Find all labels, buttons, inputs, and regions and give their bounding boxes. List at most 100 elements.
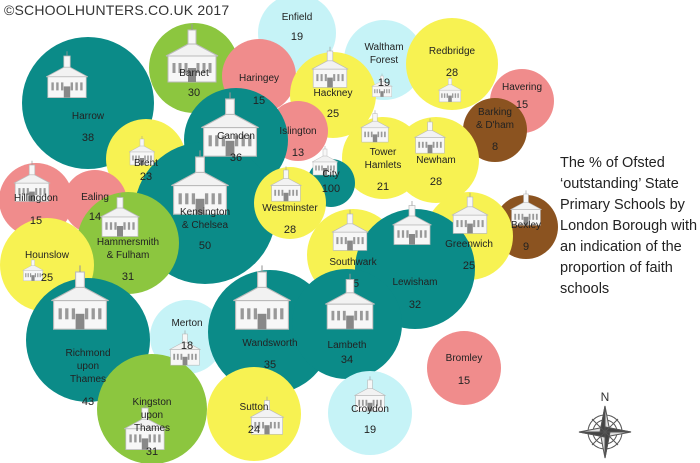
bubble-value: 9 bbox=[523, 241, 529, 253]
bubble-value: 15 bbox=[30, 215, 42, 227]
bubble-label: Enfield bbox=[282, 12, 313, 23]
bubble-label: upon bbox=[141, 410, 163, 421]
bubble-label: Hammersmith bbox=[97, 237, 159, 248]
school-icon bbox=[128, 136, 156, 166]
bubble-bromley bbox=[427, 331, 501, 405]
school-icon bbox=[414, 118, 446, 154]
bubble-label: Brent bbox=[134, 158, 158, 169]
bubble-redbridge bbox=[406, 18, 498, 110]
school-icon bbox=[171, 150, 229, 215]
school-icon bbox=[46, 51, 88, 99]
bubble-value: 18 bbox=[181, 340, 193, 352]
bubble-value: 25 bbox=[327, 108, 339, 120]
bubble-label: Haringey bbox=[239, 73, 279, 84]
bubble-label: Merton bbox=[171, 318, 202, 329]
bubble-label: Havering bbox=[502, 82, 542, 93]
bubble-value: 21 bbox=[377, 181, 389, 193]
bubble-value: 15 bbox=[253, 95, 265, 107]
bubble-value: 19 bbox=[364, 424, 376, 436]
bubble-label: Harrow bbox=[72, 111, 105, 122]
school-icon bbox=[270, 166, 302, 202]
bubble-label: Croydon bbox=[351, 404, 389, 415]
school-icon bbox=[325, 273, 375, 330]
school-icon bbox=[311, 146, 339, 176]
bubble-label: Bexley bbox=[511, 220, 541, 231]
bubble-newham bbox=[393, 117, 479, 203]
bubble-value: 35 bbox=[264, 359, 276, 371]
school-icon bbox=[354, 376, 386, 412]
bubble-label: Hamlets bbox=[365, 160, 402, 171]
school-icon bbox=[233, 265, 291, 330]
bubble-value: 31 bbox=[146, 446, 158, 458]
bubble-label: Barnet bbox=[179, 68, 209, 79]
bubble-value: 19 bbox=[378, 77, 390, 89]
school-icon bbox=[438, 75, 462, 103]
bubble-label: Bromley bbox=[446, 353, 483, 364]
bubble-label: & Fulham bbox=[107, 250, 150, 261]
bubble-value: 14 bbox=[89, 211, 101, 223]
bubble-label: & Chelsea bbox=[182, 220, 229, 231]
bubble-value: 34 bbox=[341, 354, 353, 366]
bubble-label: Hackney bbox=[314, 88, 353, 99]
school-icon bbox=[451, 192, 489, 234]
bubble-value: 28 bbox=[284, 224, 296, 236]
bubble-label: Ealing bbox=[81, 192, 109, 203]
bubble-label: Lewisham bbox=[392, 277, 437, 288]
bubble-value: 13 bbox=[292, 147, 304, 159]
bubble-label: Camden bbox=[217, 131, 255, 142]
bubble-label: Wandsworth bbox=[242, 338, 297, 349]
bubble-value: 43 bbox=[82, 396, 94, 408]
school-icon bbox=[13, 160, 51, 202]
bubble-value: 19 bbox=[291, 31, 303, 43]
school-icon bbox=[124, 403, 166, 451]
bubble-label: Waltham bbox=[364, 42, 403, 53]
school-icon bbox=[311, 46, 349, 88]
bubble-label: Thames bbox=[70, 374, 106, 385]
bubble-label: Westminster bbox=[262, 203, 318, 214]
bubble-value: 25 bbox=[463, 260, 475, 272]
bubble-value: 15 bbox=[458, 375, 470, 387]
school-icon bbox=[51, 265, 109, 330]
bubble-label: upon bbox=[77, 361, 99, 372]
school-icon bbox=[392, 201, 432, 245]
bubble-sutton bbox=[207, 367, 301, 461]
bubble-kingston-upon-thames bbox=[97, 354, 207, 463]
bubble-label: Islington bbox=[279, 126, 316, 137]
bubble-value: 100 bbox=[322, 183, 340, 195]
bubble-label: Forest bbox=[370, 55, 399, 66]
bubble-value: 31 bbox=[122, 271, 134, 283]
bubble-value: 24 bbox=[248, 424, 260, 436]
bubble-value: 38 bbox=[82, 132, 94, 144]
compass-north-label: N bbox=[601, 390, 610, 404]
school-icon bbox=[201, 92, 259, 157]
school-icon bbox=[371, 73, 393, 98]
bubble-barking-d-ham bbox=[463, 98, 527, 162]
school-icon bbox=[165, 24, 219, 83]
bubble-croydon bbox=[328, 371, 412, 455]
bubble-value: 8 bbox=[492, 141, 498, 153]
bubble-label: Sutton bbox=[240, 402, 269, 413]
bubble-value: 28 bbox=[430, 176, 442, 188]
bubble-label: & D'ham bbox=[476, 120, 514, 131]
bubble-label: Hounslow bbox=[25, 250, 70, 261]
bubble-value: 30 bbox=[188, 87, 200, 99]
bubble-value: 50 bbox=[199, 240, 211, 252]
bubble-label: Thames bbox=[134, 423, 170, 434]
compass-icon: N bbox=[578, 390, 632, 459]
bubble-value: 32 bbox=[409, 299, 421, 311]
school-icon bbox=[249, 396, 285, 435]
chart-title: The % of Ofsted ‘outstanding’ State Prim… bbox=[560, 155, 698, 297]
bubble-value: 25 bbox=[41, 272, 53, 284]
bubble-label: Lambeth bbox=[328, 340, 367, 351]
bubble-label: Redbridge bbox=[429, 46, 476, 57]
school-icon bbox=[360, 110, 390, 143]
bubble-value: 28 bbox=[446, 67, 458, 79]
bubble-label: Richmond bbox=[65, 348, 110, 359]
school-icon bbox=[100, 193, 140, 237]
bubble-label: Kensington bbox=[180, 207, 230, 218]
school-icon bbox=[22, 257, 44, 282]
bubble-label: Tower bbox=[370, 147, 397, 158]
bubble-label: Newham bbox=[416, 155, 455, 166]
